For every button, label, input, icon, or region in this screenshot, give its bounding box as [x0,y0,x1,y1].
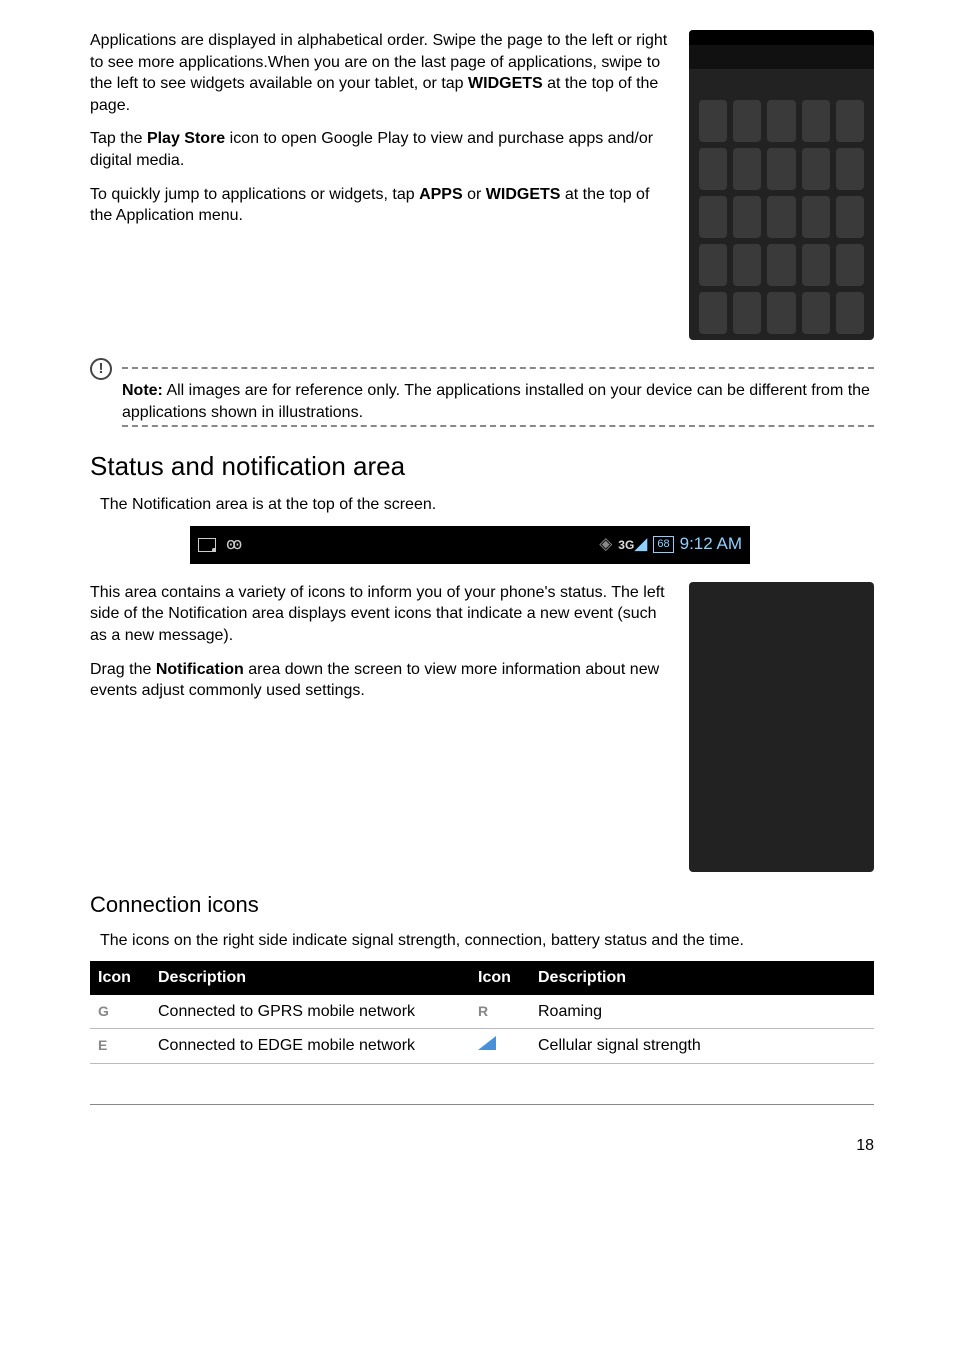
heading-status-area: Status and notification area [90,449,874,484]
th-description: Description [150,961,470,995]
table-row: G Connected to GPRS mobile network R Roa… [90,995,874,1029]
para-quick-jump: To quickly jump to applications or widge… [90,184,669,227]
notification-shade-screenshot [689,582,874,872]
status-intro: The Notification area is at the top of t… [100,494,874,516]
page-number: 18 [90,1135,874,1157]
para-drag-notification: Drag the Notification area down the scre… [90,659,669,702]
connection-intro: The icons on the right side indicate sig… [100,930,874,952]
picture-icon [198,538,216,552]
heading-connection-icons: Connection icons [90,890,874,920]
gprs-icon: G [98,1003,109,1019]
para-play-store: Tap the Play Store icon to open Google P… [90,128,669,171]
desc-roaming: Roaming [530,995,874,1029]
note-text: Note: All images are for reference only.… [122,380,874,423]
text: Drag the [90,661,156,678]
wifi-icon: ◈ [599,533,612,556]
note-box: Note: All images are for reference only.… [90,358,874,427]
connection-icons-table: Icon Description Icon Description G Conn… [90,961,874,1064]
roaming-icon: R [478,1003,488,1019]
battery-icon: 68 [653,536,673,553]
text: Tap the [90,130,147,147]
text: To quickly jump to applications or widge… [90,186,419,203]
apps-label: APPS [419,186,463,203]
intro-text: Applications are displayed in alphabetic… [90,30,669,239]
para-icons-variety: This area contains a variety of icons to… [90,582,669,647]
widgets-label: WIDGETS [468,75,543,92]
alert-icon [90,358,112,380]
text: or [463,186,486,203]
th-description: Description [530,961,874,995]
signal-strength-icon [478,1036,496,1050]
footer-divider [90,1104,874,1105]
clock-time: 9:12 AM [680,533,742,556]
th-icon: Icon [90,961,150,995]
voicemail-icon: ꙭ [226,534,239,556]
edge-icon: E [98,1037,107,1053]
app-menu-screenshot [689,30,874,340]
desc-signal: Cellular signal strength [530,1029,874,1064]
desc-edge: Connected to EDGE mobile network [150,1029,470,1064]
notification-label: Notification [156,661,244,678]
notification-text: This area contains a variety of icons to… [90,582,669,714]
intro-section: Applications are displayed in alphabetic… [90,30,874,340]
para-apps-alpha: Applications are displayed in alphabetic… [90,30,669,116]
th-icon: Icon [470,961,530,995]
status-bar-screenshot: ꙭ ◈ 3G◢ 68 9:12 AM [190,526,750,564]
desc-gprs: Connected to GPRS mobile network [150,995,470,1029]
table-row: E Connected to EDGE mobile network Cellu… [90,1029,874,1064]
network-3g-label: 3G◢ [618,533,647,556]
widgets-label: WIDGETS [486,186,561,203]
notification-section: This area contains a variety of icons to… [90,582,874,872]
play-store-label: Play Store [147,130,225,147]
text: All images are for reference only. The a… [122,382,870,421]
note-label: Note: [122,382,163,399]
